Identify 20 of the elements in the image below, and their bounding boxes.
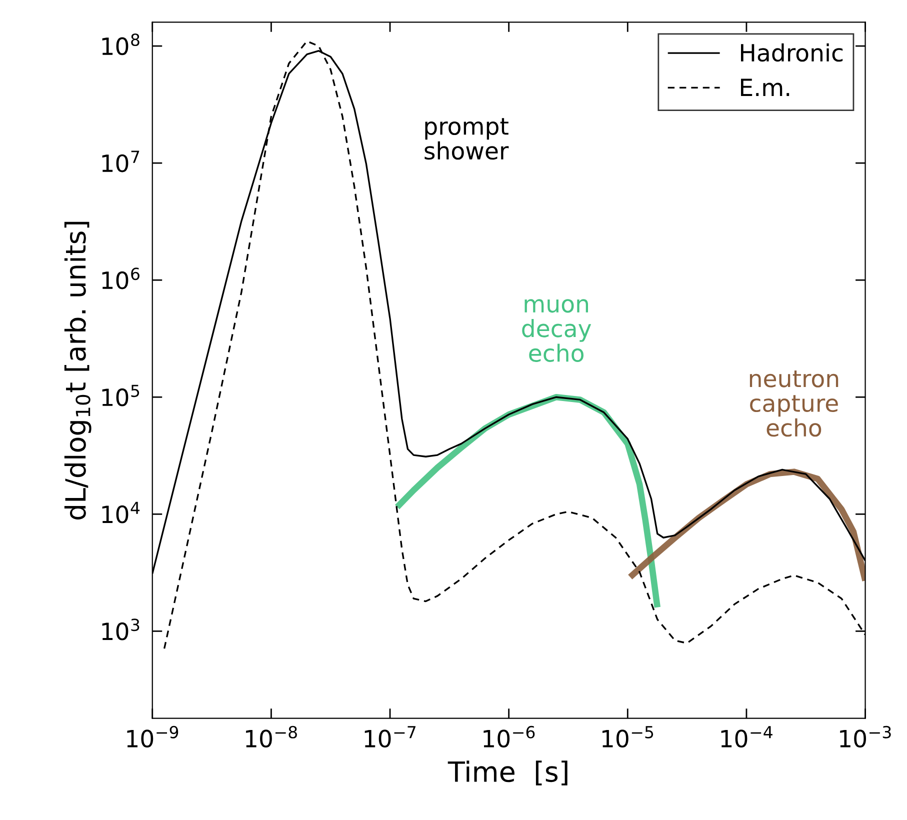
x-tick-label: 10$^{−4}$ bbox=[721, 726, 772, 748]
y-tick-label: 10$^{6}$ bbox=[102, 268, 140, 290]
x-axis-title: Time [s] bbox=[448, 760, 568, 786]
x-tick-label: 10$^{−6}$ bbox=[484, 726, 535, 748]
x-tick-label: 10$^{−3}$ bbox=[840, 726, 891, 748]
y-tick-label: 10$^{5}$ bbox=[102, 384, 140, 406]
legend-label: Hadronic bbox=[741, 43, 843, 62]
x-tick-label: 10$^{−7}$ bbox=[364, 726, 416, 748]
series-label: muon decay echo bbox=[522, 299, 592, 362]
y-axis-title: dL/dlog$_{10}$t [arb. units] bbox=[64, 222, 92, 520]
annotation: prompt shower bbox=[424, 118, 509, 160]
legend-label: E.m. bbox=[741, 78, 790, 96]
y-tick-label: 10$^{7}$ bbox=[102, 150, 140, 172]
y-tick-label: 10$^{4}$ bbox=[102, 502, 140, 524]
series-label: neutron capture echo bbox=[750, 370, 838, 437]
x-tick-label: 10$^{−5}$ bbox=[602, 726, 654, 748]
y-tick-label: 10$^{3}$ bbox=[102, 618, 140, 640]
y-tick-label: 10$^{8}$ bbox=[102, 34, 140, 56]
x-tick-label: 10$^{−8}$ bbox=[246, 726, 297, 748]
x-tick-label: 10$^{−9}$ bbox=[127, 726, 178, 748]
